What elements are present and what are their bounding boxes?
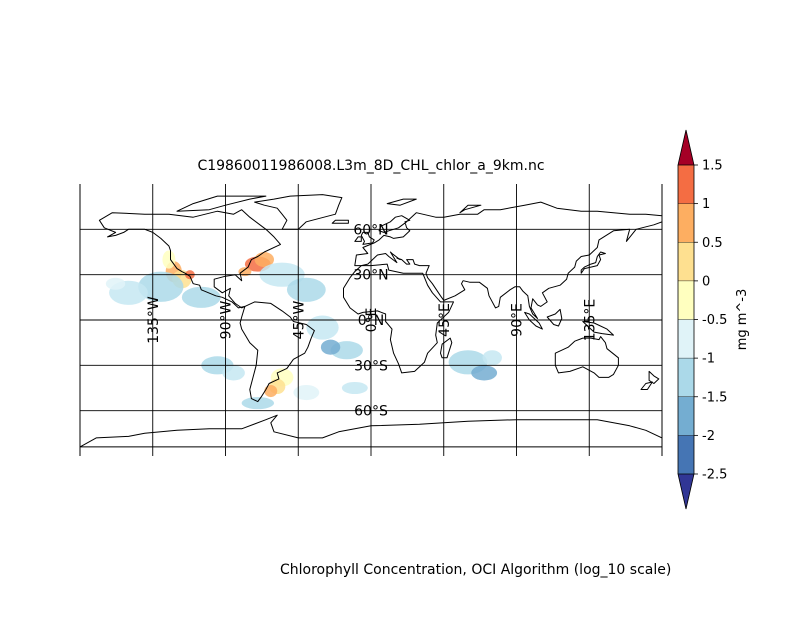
coastline-path <box>582 321 614 336</box>
chlorophyll-patch <box>162 250 176 269</box>
coastline-path <box>98 209 281 309</box>
latitude-label: 30°N <box>353 268 388 284</box>
chlorophyll-patch <box>306 315 339 340</box>
graticule-labels: 135°W 90°W 45°W 0°E 45°E 90°E 135°E 60°N 30°N 0°N… <box>146 222 599 419</box>
colorbar-tick-label: -1 <box>702 352 715 367</box>
map-title: C19860011986008.L3m_8D_CHL_chlor_a_9km.n… <box>197 158 545 174</box>
longitude-label: 135°E <box>582 299 598 342</box>
colorbar-band <box>678 203 694 243</box>
coastline-path <box>580 251 606 274</box>
chlorophyll-patch <box>105 277 126 290</box>
longitude-label: 45°E <box>437 303 453 337</box>
chlorophyll-patch <box>320 339 341 355</box>
colorbar-tick-label: 1 <box>702 197 710 212</box>
coastline-path <box>459 204 482 214</box>
longitude-label: 90°W <box>219 301 235 340</box>
colorbar-tick-label: -0.5 <box>702 313 727 328</box>
chlorophyll-patch <box>238 267 252 277</box>
latitude-label: 60°N <box>353 222 388 238</box>
colorbar-band <box>678 319 694 359</box>
chlorophyll-patch <box>471 365 498 381</box>
colorbar-band <box>678 358 694 397</box>
coastline-path <box>554 336 619 378</box>
colorbar-band <box>678 165 694 204</box>
coastline-path <box>354 201 662 319</box>
chlorophyll-patch <box>138 271 184 302</box>
colorbar-label: mg m^-3 <box>735 289 750 351</box>
chlorophyll-patch <box>293 384 320 401</box>
graticule <box>79 184 663 456</box>
colorbar-band <box>678 280 694 320</box>
colorbar-tick-label: -2 <box>702 429 715 444</box>
coastline-path <box>176 195 267 212</box>
longitude-label: 135°W <box>146 296 162 344</box>
coastline-path <box>640 381 653 390</box>
coastline-path <box>254 194 343 230</box>
chlorophyll-patch <box>341 381 368 395</box>
latitude-label: 0°N <box>358 313 384 329</box>
coastline-path <box>648 370 660 384</box>
chlorophyll-patch <box>482 350 502 366</box>
latitude-label: 60°S <box>354 404 388 420</box>
coastline-path <box>354 236 362 242</box>
colorbar-tick-label: 0 <box>702 274 710 289</box>
latitude-label: 30°S <box>354 358 388 374</box>
colorbar-tick-label: -1.5 <box>702 390 727 405</box>
coastline-path <box>360 231 375 245</box>
longitude-label: 45°W <box>291 301 307 340</box>
chlorophyll-patch <box>181 286 221 308</box>
colorbar-tick-label: 0.5 <box>702 236 723 251</box>
longitude-label: 0°E <box>364 308 380 333</box>
coastline-path <box>386 198 417 206</box>
chlorophyll-patch <box>241 397 274 410</box>
map-caption: Chlorophyll Concentration, OCI Algorithm… <box>280 562 672 578</box>
coastline-path <box>343 263 454 374</box>
chlorophyll-patch <box>222 365 245 381</box>
chlorophyll-patch <box>286 277 326 302</box>
colorbar: -2.5 -2 -1.5 -1 -0.5 0 0.5 1 1.5 mg m^-3 <box>677 129 750 510</box>
longitude-label: 90°E <box>510 303 526 337</box>
coastline-path <box>80 414 662 448</box>
chlorophyll-patch <box>264 384 278 398</box>
colorbar-over-arrow <box>677 129 695 166</box>
colorbar-band <box>678 396 694 436</box>
coastline-path <box>331 219 349 224</box>
colorbar-tick-label: -2.5 <box>702 468 727 483</box>
colorbar-band <box>678 435 694 474</box>
coastline-path <box>440 337 453 359</box>
colorbar-tick-label: 1.5 <box>702 159 723 174</box>
colorbar-under-arrow <box>677 473 695 510</box>
coastline-path <box>546 308 563 327</box>
colorbar-band <box>678 242 694 281</box>
coastlines <box>80 194 662 448</box>
